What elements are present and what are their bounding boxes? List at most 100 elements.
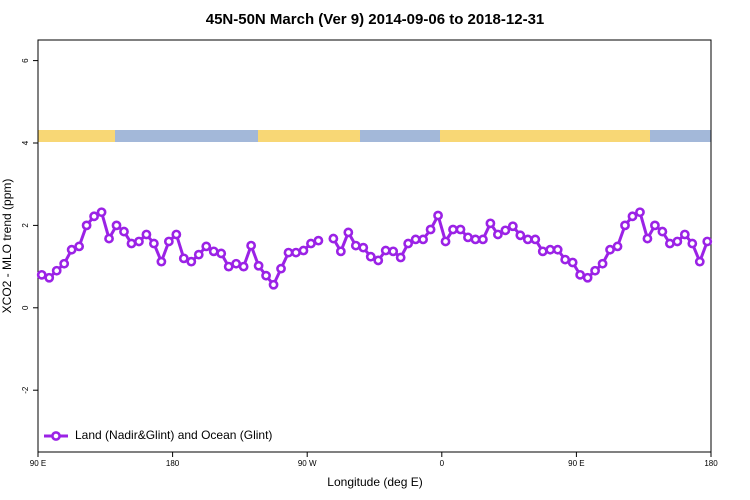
data-point — [81, 220, 92, 231]
data-point — [388, 246, 399, 257]
data-point — [448, 224, 458, 235]
data-point — [410, 234, 421, 245]
data-point — [298, 245, 309, 256]
data-point — [418, 234, 429, 245]
data-point — [425, 224, 436, 235]
data-point — [664, 238, 675, 249]
data-point — [253, 260, 264, 271]
data-point — [485, 218, 496, 229]
data-point — [492, 229, 503, 240]
data-point — [657, 226, 668, 237]
data-point — [365, 251, 376, 262]
data-point — [672, 236, 683, 247]
data-point — [679, 229, 690, 240]
data-point — [687, 238, 698, 249]
data-point — [306, 238, 316, 249]
legend-label: Land (Nadir&Glint) and Ocean (Glint) — [75, 428, 272, 442]
y-tick-label: 0 — [21, 305, 30, 310]
data-point — [500, 225, 511, 236]
data-point — [201, 241, 212, 252]
x-tick-label: 90 W — [298, 459, 317, 468]
x-tick-label: 90 E — [30, 459, 46, 468]
data-point — [627, 211, 638, 222]
data-point — [335, 246, 346, 257]
data-point — [537, 246, 548, 257]
data-point — [186, 256, 197, 267]
y-tick-label: 4 — [21, 140, 30, 145]
data-point — [283, 247, 294, 258]
data-point — [126, 238, 137, 249]
data-point — [163, 236, 174, 247]
data-point — [620, 220, 630, 231]
y-tick-label: 6 — [21, 58, 30, 63]
data-point — [178, 253, 189, 264]
data-point — [276, 263, 286, 274]
data-point — [642, 233, 653, 244]
data-point — [291, 247, 301, 258]
data-point — [51, 265, 62, 276]
data-point — [545, 244, 556, 255]
data-point — [395, 252, 406, 263]
data-point — [268, 279, 279, 290]
data-point — [560, 254, 571, 265]
data-point — [463, 232, 473, 243]
data-point — [223, 261, 234, 272]
data-point — [149, 238, 159, 249]
series-line — [332, 209, 709, 280]
data-point — [403, 238, 414, 249]
data-point — [156, 256, 167, 267]
data-point — [650, 220, 660, 231]
data-point — [96, 207, 107, 218]
data-point — [530, 234, 541, 245]
data-point — [702, 236, 713, 247]
x-axis-label: Longitude (deg E) — [327, 475, 422, 489]
data-point — [231, 258, 242, 269]
data-point — [36, 269, 47, 280]
x-tick-label: 180 — [166, 459, 180, 468]
data-point — [470, 234, 481, 245]
data-point — [590, 265, 600, 276]
x-tick-label: 90 E — [568, 459, 584, 468]
data-point — [111, 220, 122, 231]
data-point — [119, 226, 129, 237]
data-point — [59, 258, 70, 269]
data-point — [216, 248, 227, 259]
data-point — [171, 229, 182, 240]
data-point — [380, 245, 391, 256]
data-point — [635, 207, 645, 218]
data-point — [313, 235, 324, 246]
data-point — [74, 241, 85, 252]
data-point — [433, 210, 443, 221]
chart-title: 45N-50N March (Ver 9) 2014-09-06 to 2018… — [206, 11, 545, 28]
data-point — [193, 249, 204, 260]
data-point — [89, 211, 99, 222]
data-point — [141, 229, 152, 240]
data-point — [238, 261, 249, 272]
data-point — [358, 242, 369, 253]
data-point — [208, 246, 219, 257]
data-point — [694, 256, 705, 267]
data-point — [575, 269, 586, 280]
data-point — [567, 257, 578, 268]
data-point — [134, 236, 144, 247]
data-point — [582, 272, 593, 283]
data-point — [605, 244, 615, 255]
data-point — [66, 244, 77, 255]
data-point — [373, 255, 384, 266]
data-point — [440, 236, 451, 247]
data-point — [44, 272, 55, 283]
y-tick-label: -2 — [21, 386, 30, 394]
data-point — [104, 233, 114, 244]
data-point — [350, 240, 361, 251]
data-point — [597, 258, 608, 269]
plot-frame — [37, 39, 712, 453]
data-point — [261, 270, 271, 281]
data-point — [246, 240, 257, 251]
data-point — [612, 241, 623, 252]
data-point — [478, 234, 488, 245]
data-point — [328, 233, 339, 244]
data-point — [515, 230, 526, 241]
x-tick-label: 180 — [704, 459, 718, 468]
data-point — [507, 221, 518, 232]
